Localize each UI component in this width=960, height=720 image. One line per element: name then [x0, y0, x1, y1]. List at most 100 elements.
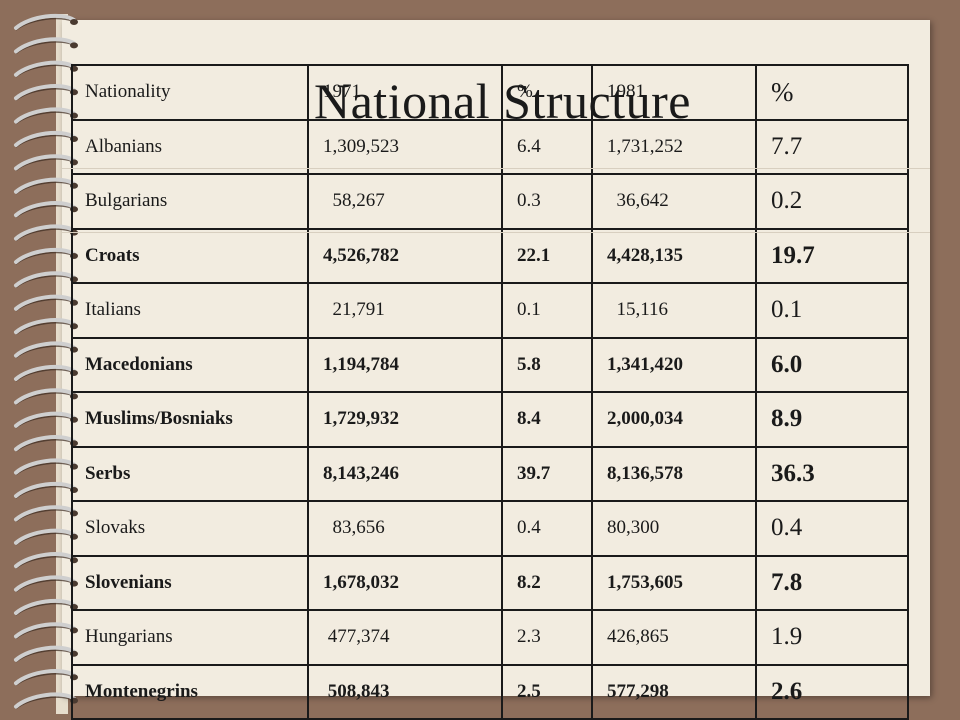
count-1971-cell: 8,143,246: [307, 445, 503, 502]
spiral-ring: [14, 271, 78, 289]
nationality-cell: Albanians: [71, 118, 309, 175]
nationality-cell: Slovenians: [71, 554, 309, 611]
count-1971-cell: 477,374: [307, 609, 503, 666]
percent-1981-cell: 19.7: [755, 227, 909, 284]
percent-1971-cell: 2.3: [501, 609, 593, 666]
percent-1981-cell: 7.7: [755, 118, 909, 175]
spiral-ring: [14, 364, 78, 382]
percent-1981-cell: 1.9: [755, 609, 909, 666]
spiral-ring: [14, 60, 78, 78]
nationality-cell: Serbs: [71, 445, 309, 502]
table-row: Montenegrins 508,843 2.5 577,298 2.6: [71, 663, 909, 720]
count-1981-cell: 577,298: [591, 663, 757, 720]
count-1971-cell: 83,656: [307, 500, 503, 557]
percent-1981-cell: 6.0: [755, 336, 909, 393]
spiral-ring: [14, 13, 78, 31]
count-1981-cell: 15,116: [591, 282, 757, 339]
percent-1981-cell: 0.2: [755, 173, 909, 230]
table-header-row: Nationality 1971% 1981%: [71, 64, 909, 121]
count-1971-cell: 1,194,784: [307, 336, 503, 393]
count-1981-cell: 1,341,420: [591, 336, 757, 393]
table-row: Serbs 8,143,246 39.7 8,136,578 36.3: [71, 445, 909, 502]
paper-rule-line: [62, 168, 930, 169]
table-row: Bulgarians 58,267 0.3 36,642 0.2: [71, 173, 909, 230]
count-1981-cell: 80,300: [591, 500, 757, 557]
nationality-cell: Muslims/Bosniaks: [71, 391, 309, 448]
table-row: Albanians 1,309,523 6.4 1,731,252 7.7: [71, 118, 909, 175]
nationality-table: Nationality 1971% 1981% Albanians 1,309,523 6…: [71, 64, 909, 720]
count-1981-cell: 1,753,605: [591, 554, 757, 611]
percent-1971-cell: 8.2: [501, 554, 593, 611]
spiral-ring: [14, 177, 78, 195]
table-row: Italians 21,791 0.1 15,116 0.1: [71, 282, 909, 339]
count-1971-cell: 21,791: [307, 282, 503, 339]
count-1971-cell: 1,309,523: [307, 118, 503, 175]
percent-1981-cell: 0.4: [755, 500, 909, 557]
percent-1971-cell: 2.5: [501, 663, 593, 720]
nationality-cell: Montenegrins: [71, 663, 309, 720]
spiral-ring: [14, 622, 78, 640]
spiral-ring: [14, 598, 78, 616]
nationality-cell: Croats: [71, 227, 309, 284]
spiral-binding-icon: [14, 13, 78, 710]
spiral-ring: [14, 318, 78, 335]
spiral-ring: [14, 481, 78, 499]
nationality-cell: Macedonians: [71, 336, 309, 393]
percent-1981-cell: 7.8: [755, 554, 909, 611]
nationality-cell: Italians: [71, 282, 309, 339]
percent-1981-cell: 0.1: [755, 282, 909, 339]
count-1981-cell: 8,136,578: [591, 445, 757, 502]
spiral-ring: [14, 458, 78, 476]
percent-1971-cell: 39.7: [501, 445, 593, 502]
count-1971-cell: 1,678,032: [307, 554, 503, 611]
column-header: %: [501, 64, 593, 121]
table-row: Croats 4,526,782 22.1 4,428,135 19.7: [71, 227, 909, 284]
spiral-ring: [14, 411, 78, 429]
spiral-ring: [14, 224, 78, 242]
column-header: 1971: [307, 64, 503, 121]
percent-1981-cell: 36.3: [755, 445, 909, 502]
table-row: Slovaks 83,656 0.4 80,300 0.4: [71, 500, 909, 557]
count-1971-cell: 508,843: [307, 663, 503, 720]
percent-1971-cell: 0.3: [501, 173, 593, 230]
count-1981-cell: 426,865: [591, 609, 757, 666]
count-1981-cell: 36,642: [591, 173, 757, 230]
spiral-ring: [14, 552, 78, 569]
percent-1971-cell: 0.1: [501, 282, 593, 339]
spiral-ring: [14, 575, 78, 593]
nationality-cell: Hungarians: [71, 609, 309, 666]
nationality-cell: Slovaks: [71, 500, 309, 557]
spiral-ring: [14, 37, 78, 55]
percent-1971-cell: 6.4: [501, 118, 593, 175]
spiral-ring: [14, 505, 78, 523]
count-1981-cell: 2,000,034: [591, 391, 757, 448]
table-row: Hungarians 477,374 2.3 426,865 1.9: [71, 609, 909, 666]
spiral-ring: [14, 201, 78, 218]
percent-1971-cell: 8.4: [501, 391, 593, 448]
spiral-ring: [14, 669, 78, 686]
percent-1981-cell: 8.9: [755, 391, 909, 448]
column-header: 1981: [591, 64, 757, 121]
count-1971-cell: 1,729,932: [307, 391, 503, 448]
spiral-ring: [14, 84, 78, 101]
spiral-ring: [14, 294, 78, 312]
table-row: Muslims/Bosniaks 1,729,932 8.4 2,000,034 8.9: [71, 391, 909, 448]
percent-1971-cell: 22.1: [501, 227, 593, 284]
spiral-ring: [14, 645, 78, 663]
nationality-cell: Bulgarians: [71, 173, 309, 230]
spiral-ring: [14, 107, 78, 125]
spiral-ring: [14, 528, 78, 546]
count-1981-cell: 1,731,252: [591, 118, 757, 175]
table-row: Macedonians 1,194,784 5.8 1,341,420 6.0: [71, 336, 909, 393]
spiral-ring: [14, 130, 78, 148]
count-1981-cell: 4,428,135: [591, 227, 757, 284]
spiral-ring: [14, 341, 78, 359]
paper-rule-line: [62, 232, 930, 233]
percent-1971-cell: 0.4: [501, 500, 593, 557]
spiral-ring: [14, 247, 78, 265]
spiral-ring: [14, 388, 78, 406]
column-header: Nationality: [71, 64, 309, 121]
spiral-ring: [14, 692, 78, 710]
percent-1971-cell: 5.8: [501, 336, 593, 393]
spiral-ring: [14, 435, 78, 452]
